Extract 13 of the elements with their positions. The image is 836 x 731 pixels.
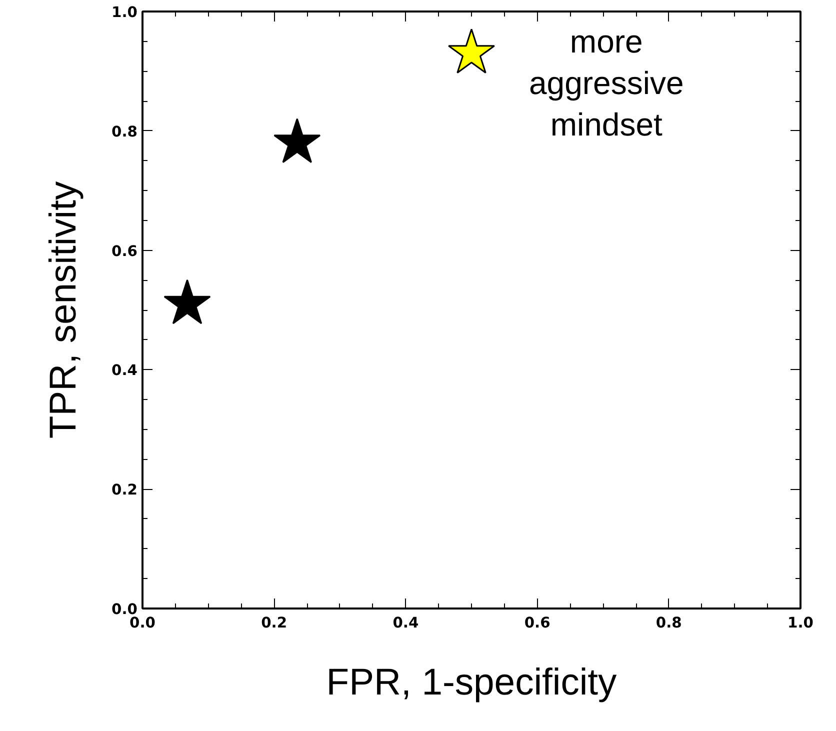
annotation: more aggressive mindset [529,24,684,143]
y-tick-label: 1.0 [112,4,138,21]
y-tick-label: 0.4 [112,362,138,380]
x-tick-label: 0.2 [261,614,288,632]
x-tick-label: 0.8 [656,614,682,632]
x-axis-title: FPR, 1-specificity [326,660,618,702]
x-tick-label: 0.4 [392,614,419,632]
x-tick-label: 1.0 [788,614,814,632]
y-tick-label: 0.8 [112,123,138,140]
y-axis-title: TPR, sensitivity [42,181,84,439]
x-tick-label: 0.6 [524,614,550,632]
y-tick-label: 0.2 [112,482,138,499]
y-tick-label: 0.6 [112,242,138,260]
